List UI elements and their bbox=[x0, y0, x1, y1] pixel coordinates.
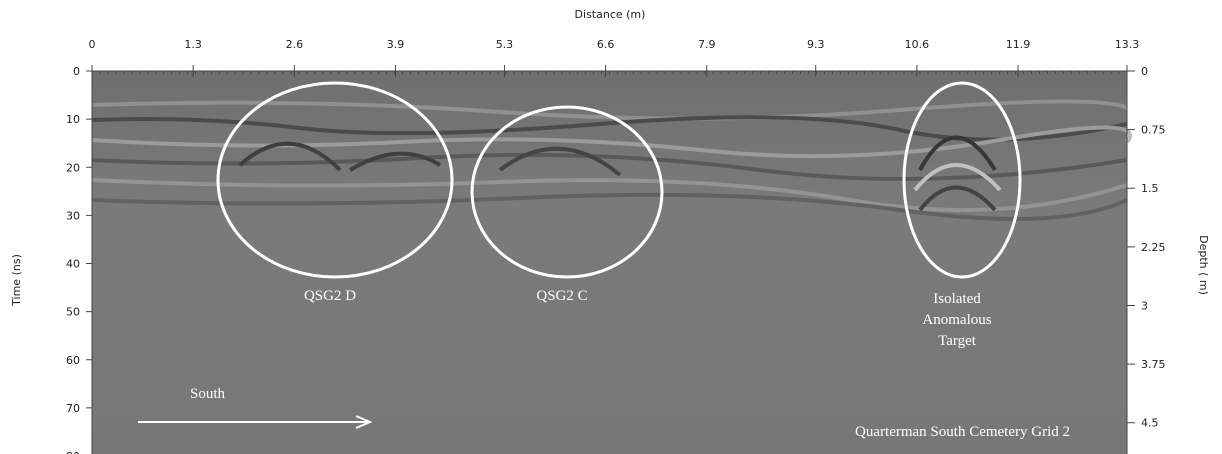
x-tick-label: 10.6 bbox=[905, 38, 930, 51]
y-tick-label: 20 bbox=[66, 161, 80, 174]
y-tick-label: 0 bbox=[73, 65, 80, 78]
annotation-label: Isolated bbox=[933, 291, 981, 307]
y2-tick-label: 4.5 bbox=[1141, 417, 1159, 430]
y2-tick-label: 0.75 bbox=[1141, 124, 1166, 137]
y-tick-label: 10 bbox=[66, 113, 80, 126]
y-tick-label: 80 bbox=[66, 450, 80, 454]
y-tick-label: 50 bbox=[66, 306, 80, 319]
annotation-ellipse bbox=[216, 81, 454, 279]
annotation-ellipse bbox=[470, 105, 664, 279]
x-tick-label: 6.6 bbox=[597, 38, 615, 51]
direction-arrow bbox=[138, 415, 373, 429]
y-tick-label: 30 bbox=[66, 209, 80, 222]
x-tick-label: 11.9 bbox=[1006, 38, 1031, 51]
x-tick-label: 3.9 bbox=[387, 38, 405, 51]
y2-tick-label: 0 bbox=[1141, 65, 1148, 78]
y2-tick-label: 3 bbox=[1141, 299, 1148, 312]
radargram-bands bbox=[91, 99, 1132, 221]
x-tick-label: 9.3 bbox=[807, 38, 825, 51]
x-tick-label: 0 bbox=[89, 38, 96, 51]
annotation-ellipse bbox=[902, 81, 1022, 279]
caption: Quarterman South Cemetery Grid 2 bbox=[855, 424, 1070, 440]
y-tick-label: 40 bbox=[66, 258, 80, 271]
y2-axis-title: Depth ( m) bbox=[1197, 235, 1210, 295]
annotation-label: QSG2 C bbox=[536, 288, 587, 304]
x-axis-title: Distance (m) bbox=[575, 8, 646, 21]
x-tick-label: 5.3 bbox=[496, 38, 514, 51]
y-tick-label: 70 bbox=[66, 402, 80, 415]
y-tick-label: 60 bbox=[66, 354, 80, 367]
x-tick-label: 2.6 bbox=[286, 38, 304, 51]
radargram-background bbox=[92, 71, 1127, 454]
annotation-label: Anomalous bbox=[922, 312, 991, 328]
x-tick-label: 1.3 bbox=[184, 38, 202, 51]
annotation-label: Target bbox=[938, 333, 977, 349]
y2-tick-label: 3.75 bbox=[1141, 358, 1166, 371]
x-tick-label: 7.9 bbox=[698, 38, 716, 51]
y2-tick-label: 2.25 bbox=[1141, 241, 1166, 254]
annotation-label: QSG2 D bbox=[304, 288, 356, 304]
y-axis-title: Time (ns) bbox=[10, 254, 23, 307]
x-tick-label: 13.3 bbox=[1115, 38, 1140, 51]
direction-label: South bbox=[190, 386, 226, 402]
y2-tick-label: 1.5 bbox=[1141, 182, 1159, 195]
